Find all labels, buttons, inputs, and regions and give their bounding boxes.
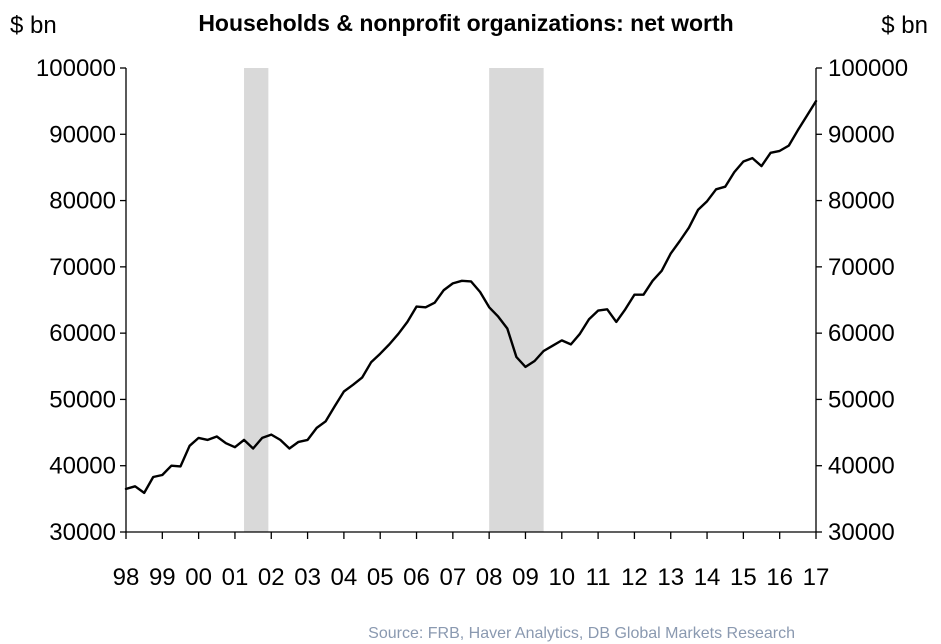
y-axis-left-unit: $ bn xyxy=(10,12,57,39)
x-tick-label: 06 xyxy=(403,564,430,591)
recession-band-0 xyxy=(244,68,269,532)
y-tick-label-right: 70000 xyxy=(828,254,895,281)
y-tick-label-left: 30000 xyxy=(49,519,116,546)
x-tick-label: 07 xyxy=(439,564,466,591)
y-tick-label-left: 50000 xyxy=(49,386,116,413)
x-tick-label: 99 xyxy=(149,564,176,591)
chart-title: Households & nonprofit organizations: ne… xyxy=(198,10,733,36)
y-axis-right-labels: 30000 40000 50000 60000 70000 80000 90000 10000… xyxy=(828,55,908,546)
y-tick-label-left: 70000 xyxy=(49,254,116,281)
y-tick-label-left: 90000 xyxy=(49,121,116,148)
x-tick-label: 10 xyxy=(548,564,575,591)
x-tick-label: 09 xyxy=(512,564,539,591)
x-axis-labels: 98 99 00 01 02 03 04 05 06 07 08 09 10 11 12 13 14 15 16 17 xyxy=(113,564,830,591)
x-tick-label: 00 xyxy=(185,564,212,591)
y-tick-label-right: 30000 xyxy=(828,519,895,546)
y-tick-label-left: 100000 xyxy=(36,55,116,82)
y-tick-label-right: 100000 xyxy=(828,55,908,82)
x-tick-label: 11 xyxy=(586,564,611,591)
x-tick-label: 13 xyxy=(657,564,684,591)
series xyxy=(124,99,818,495)
y-axis-left-labels: 30000 40000 50000 60000 70000 80000 90000 10000… xyxy=(36,55,116,546)
recession-band-1 xyxy=(489,68,544,532)
x-tick-label: 16 xyxy=(766,564,793,591)
x-tick-label: 03 xyxy=(294,564,321,591)
x-tick-label: 01 xyxy=(222,564,249,591)
y-tick-label-left: 40000 xyxy=(49,453,116,480)
x-tick-label: 98 xyxy=(113,564,140,591)
y-tick-label-right: 50000 xyxy=(828,386,895,413)
x-tick-label: 17 xyxy=(803,564,830,591)
y-tick-label-right: 40000 xyxy=(828,453,895,480)
y-tick-label-right: 90000 xyxy=(828,121,895,148)
y-tick-label-right: 60000 xyxy=(828,320,895,347)
x-tick-label: 02 xyxy=(258,564,285,591)
x-tick-label: 14 xyxy=(694,564,721,591)
y-tick-label-left: 80000 xyxy=(49,188,116,215)
y-axis-right-unit: $ bn xyxy=(881,12,928,39)
axes xyxy=(120,67,822,539)
x-tick-label: 15 xyxy=(730,564,757,591)
recession-shading xyxy=(244,68,544,532)
source-note: Source: FRB, Haver Analytics, DB Global … xyxy=(368,625,795,642)
y-tick-label-right: 80000 xyxy=(828,188,895,215)
x-tick-label: 05 xyxy=(367,564,394,591)
y-tick-label-left: 60000 xyxy=(49,320,116,347)
x-tick-label: 12 xyxy=(621,564,648,591)
x-tick-label: 08 xyxy=(476,564,503,591)
x-tick-label: 04 xyxy=(331,564,358,591)
series-line-0 xyxy=(124,99,818,495)
